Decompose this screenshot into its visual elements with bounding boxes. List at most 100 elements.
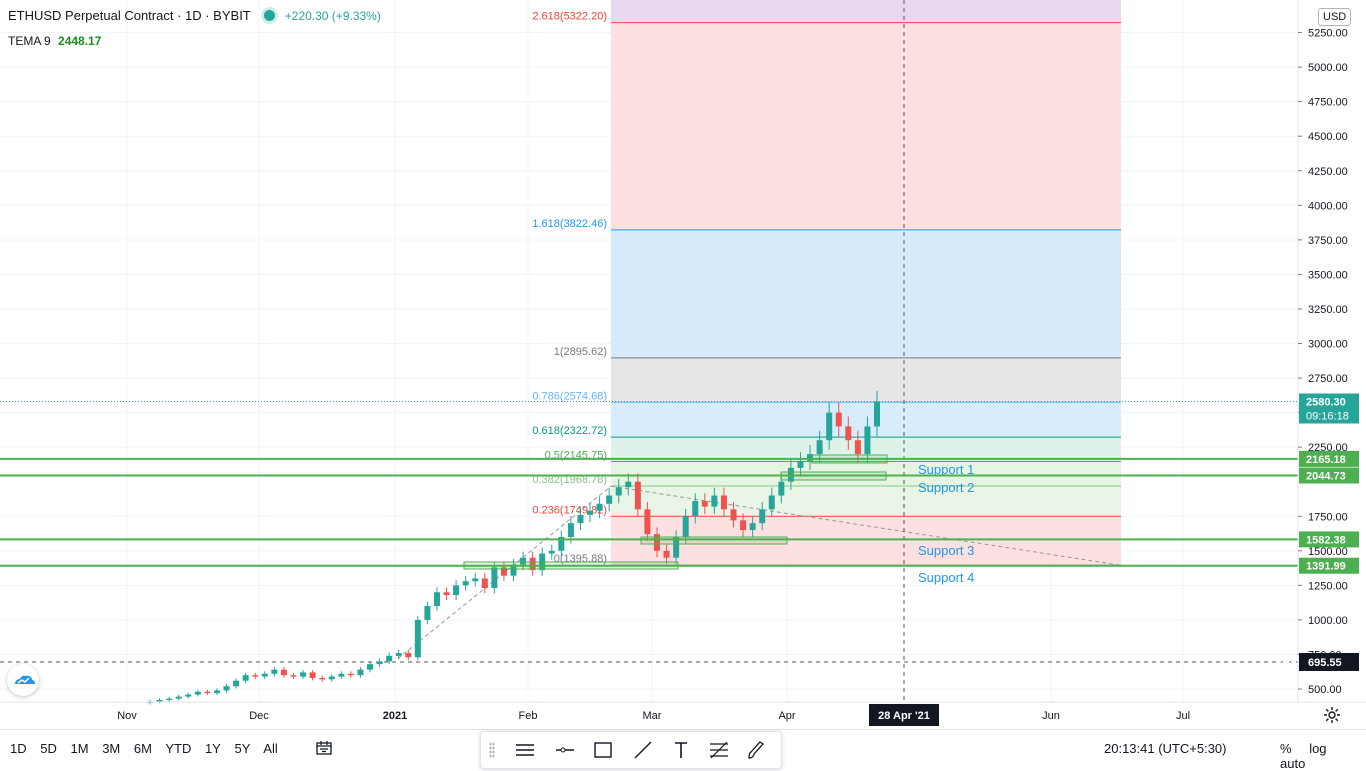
fib-level-label: 0.236(1749.82) [532,504,607,516]
candle-body [701,501,708,507]
candle-body [835,412,842,427]
price-tick-label: 3500.00 [1308,269,1348,281]
time-tick-label: Jun [1042,710,1060,722]
candles [147,390,880,705]
indicator-name: TEMA 9 [8,34,51,48]
range-1m[interactable]: 1M [70,741,89,756]
price-tick-label: 3250.00 [1308,304,1348,316]
trend-line-up [397,485,612,659]
brush-tool-icon[interactable] [745,738,769,762]
date-range-selector: 1D 5D 1M 3M 6M YTD 1Y 5Y All [10,741,288,756]
range-6m[interactable]: 6M [133,741,152,756]
candle-body [309,672,316,678]
candle-body [261,673,268,677]
fib-zone [611,486,1121,517]
crosshair-price-value: 695.55 [1308,657,1342,669]
candle-body [347,673,354,676]
symbol-title[interactable]: ETHUSD Perpetual Contract · 1D · BYBIT [8,8,251,23]
candle-body [548,550,555,554]
range-5d[interactable]: 5D [40,741,57,756]
range-1d[interactable]: 1D [10,741,27,756]
log-scale-toggle[interactable]: log [1309,741,1327,756]
price-tick-label: 4000.00 [1308,200,1348,212]
support-price-value: 1582.38 [1306,534,1346,546]
candle-body [156,700,163,702]
price-tick-label: 5000.00 [1308,62,1348,74]
indicator-legend[interactable]: TEMA 9 2448.17 [8,34,101,48]
candle-body [443,592,450,596]
add-plus-icon[interactable] [1279,655,1293,669]
candle-body [682,516,689,537]
fib-level-label: 0.618(2322.72) [532,425,607,437]
candle-body [768,495,775,510]
candle-body [481,578,488,589]
currency-button[interactable]: USD [1318,8,1352,26]
settings-gear-icon[interactable] [1323,706,1341,724]
price-chart[interactable]: 2.618(5322.20) 1.618(3822.46) 1(2895.62) 0.… [0,0,1366,730]
fib-level-label: 2.618(5322.20) [532,11,607,23]
candle-body [424,606,431,620]
drag-handle-icon[interactable] [489,742,495,758]
range-5y[interactable]: 5Y [234,741,251,756]
horizontal-lines-tool-icon[interactable] [513,738,537,762]
fib-zone [611,516,1121,566]
crosshair-price-tag [1299,652,1359,671]
time-tick-label: Mar [643,710,662,722]
price-change: +220.30 (+9.33%) [284,9,381,23]
price-tick-label: 500.00 [1308,684,1342,696]
support-label: Support 1 [918,462,974,477]
tradingview-logo-icon[interactable] [7,664,39,696]
price-tick-label: 1000.00 [1308,615,1348,627]
candle-body [242,675,249,681]
goto-date-icon[interactable] [316,741,332,755]
candle-body [213,690,220,694]
crosshair-date-label: 28 Apr '21 [878,710,930,722]
time-tick-label: Apr [778,710,795,722]
candle-body [462,581,469,586]
range-1y[interactable]: 1Y [204,741,221,756]
range-all[interactable]: All [263,741,278,756]
candle-body [778,481,785,496]
candle-body [338,673,345,677]
support-zone-box [780,471,887,481]
price-tick-label: 4250.00 [1308,166,1348,178]
candle-body [166,698,173,701]
horizontal-ray-tool-icon[interactable] [553,738,577,762]
rectangle-tool-icon[interactable] [591,738,615,762]
price-axis: 5250.00 5000.00 4750.00 4500.00 4250.00 4000.… [1297,0,1366,702]
candle-body [185,694,192,697]
trend-line-tool-icon[interactable] [631,738,655,762]
candle-body [577,514,584,524]
candle-body [405,653,412,658]
candle-body [558,536,565,551]
candle-body [749,523,756,531]
price-tick-label: 4500.00 [1308,131,1348,143]
support-label: Support 4 [918,570,974,585]
range-3m[interactable]: 3M [102,741,121,756]
candle-body [874,401,880,427]
fib-zone [611,0,1121,23]
support-lines: Support 1 Support 2 Support 3 Support 4 [0,454,1298,585]
fib-retracement-tool-icon[interactable] [707,738,731,762]
auto-scale-toggle[interactable]: auto [1280,756,1306,771]
indicator-value: 2448.17 [58,34,102,48]
symbol-legend: ETHUSD Perpetual Contract · 1D · BYBIT +… [8,8,381,23]
range-ytd[interactable]: YTD [165,741,192,756]
timezone-clock[interactable]: 20:13:41 (UTC+5:30) [1104,741,1227,756]
candle-body [644,509,651,535]
price-tick-label: 3000.00 [1308,339,1348,351]
price-axis-bg [1298,0,1366,702]
percent-scale-toggle[interactable]: % [1280,741,1292,756]
candle-body [854,440,861,455]
time-tick-label: Jul [1176,710,1190,722]
trend-line-down [610,485,1122,566]
candle-body [596,503,603,511]
candle-body [367,664,374,670]
last-price-value: 2580.30 [1306,397,1346,409]
price-tick-label: 3750.00 [1308,235,1348,247]
text-tool-icon[interactable] [669,738,693,762]
candle-body [386,655,393,662]
fib-zone [611,22,1121,230]
crosshair-date-box [869,704,939,726]
fib-level-label: 0.786(2574.68) [532,390,607,402]
